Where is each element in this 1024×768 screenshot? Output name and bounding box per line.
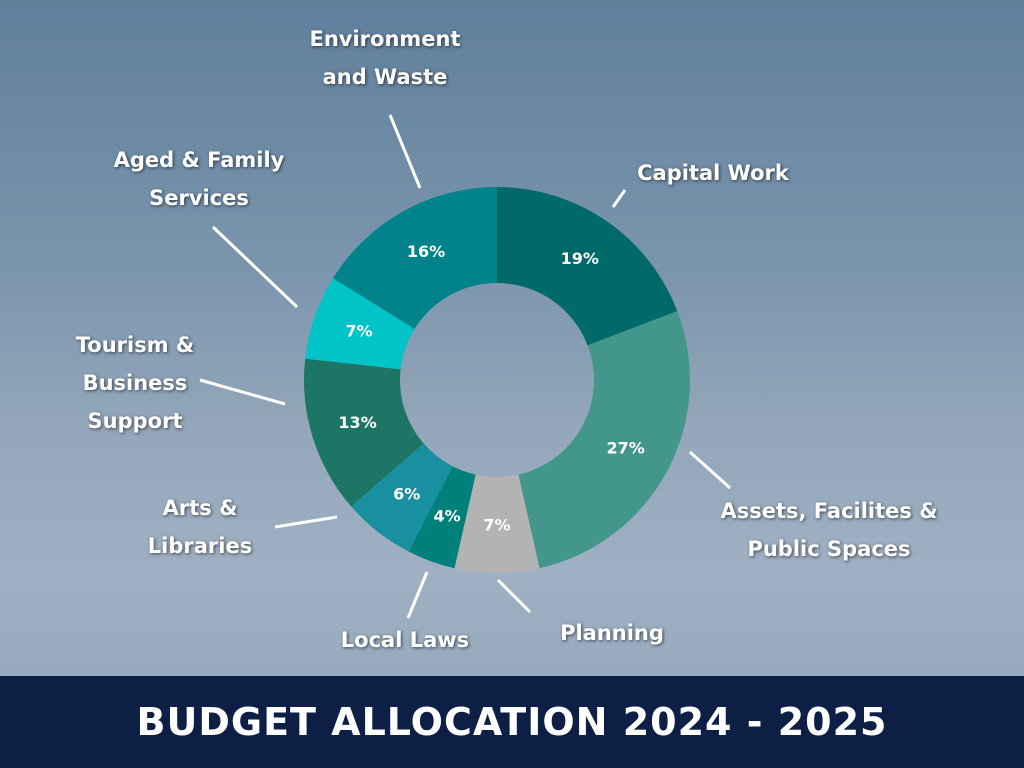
donut-segment (408, 466, 476, 569)
category-label: Planning (560, 621, 664, 645)
leader-line (199, 378, 286, 406)
value-label: 27% (607, 438, 645, 457)
leader-line (611, 189, 627, 208)
donut-segment (518, 311, 690, 569)
title-bar: BUDGET ALLOCATION 2024 - 2025 (0, 676, 1024, 768)
category-label: Environment and Waste (309, 27, 461, 89)
category-label: Assets, Facilites & Public Spaces (720, 499, 938, 561)
donut-segment (454, 474, 540, 573)
chart-title: BUDGET ALLOCATION 2024 - 2025 (136, 700, 888, 744)
category-label: Tourism & Business Support (75, 333, 195, 433)
category-label: Capital Work (637, 161, 789, 185)
value-label: 16% (407, 242, 445, 261)
leader-line (496, 578, 532, 614)
value-label: 7% (345, 322, 372, 341)
value-label: 13% (338, 413, 376, 432)
donut-segment (305, 278, 415, 370)
leader-line (388, 114, 422, 189)
category-label: Aged & Family Services (113, 148, 285, 210)
leader-line (211, 225, 299, 309)
donut-segment (333, 187, 497, 329)
category-label: Local Laws (340, 628, 470, 652)
value-label: 7% (483, 516, 510, 535)
donut-segment (351, 443, 453, 552)
value-label: 6% (393, 484, 420, 503)
donut-segment (497, 187, 678, 346)
leader-line (688, 450, 732, 490)
leader-line (406, 571, 429, 619)
leader-line (274, 515, 338, 529)
category-label: Arts & Libraries (147, 496, 253, 558)
value-label: 19% (561, 249, 599, 268)
value-label: 4% (433, 507, 460, 526)
donut-segment (304, 358, 424, 507)
